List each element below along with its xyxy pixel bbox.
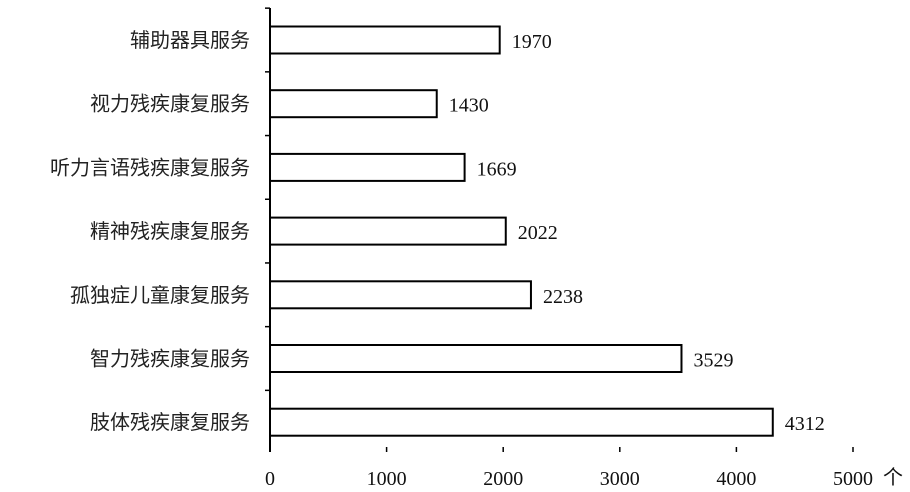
axes-group	[265, 7, 854, 452]
bar-1	[269, 89, 438, 119]
bar-2	[269, 152, 466, 182]
x-tick-label-4: 4000	[716, 468, 756, 490]
value-label-0: 1970	[512, 31, 552, 53]
bar-4	[269, 280, 532, 310]
bar-6	[269, 407, 774, 437]
category-label-4: 孤独症儿童康复服务	[70, 283, 250, 307]
labels-group: 辅助器具服务 1970 视力残疾康复服务 1430 听力言语残疾康复服务 1669 精神残疾…	[50, 28, 903, 490]
x-tick-label-3: 3000	[600, 468, 640, 490]
category-label-1: 视力残疾康复服务	[90, 92, 250, 116]
category-label-3: 精神残疾康复服务	[90, 219, 250, 243]
value-label-5: 3529	[693, 350, 733, 372]
x-tick-label-2: 2000	[483, 468, 523, 490]
value-label-3: 2022	[518, 222, 558, 244]
x-tick-label-1: 1000	[367, 468, 407, 490]
category-label-0: 辅助器具服务	[130, 28, 250, 52]
value-label-4: 2238	[543, 286, 583, 308]
value-label-6: 4312	[785, 413, 825, 435]
x-tick-label-5: 5000	[833, 468, 873, 490]
x-tick-label-0: 0	[265, 468, 275, 490]
value-label-1: 1430	[449, 95, 489, 117]
category-label-5: 智力残疾康复服务	[90, 347, 250, 371]
bar-3	[269, 216, 507, 246]
category-label-6: 肢体残疾康复服务	[90, 410, 250, 434]
category-label-2: 听力言语残疾康复服务	[50, 155, 250, 179]
value-label-2: 1669	[477, 158, 517, 180]
bar-0	[269, 25, 501, 55]
x-unit-label: 个	[883, 465, 903, 489]
bar-5	[269, 344, 683, 373]
bars-group	[269, 25, 774, 437]
